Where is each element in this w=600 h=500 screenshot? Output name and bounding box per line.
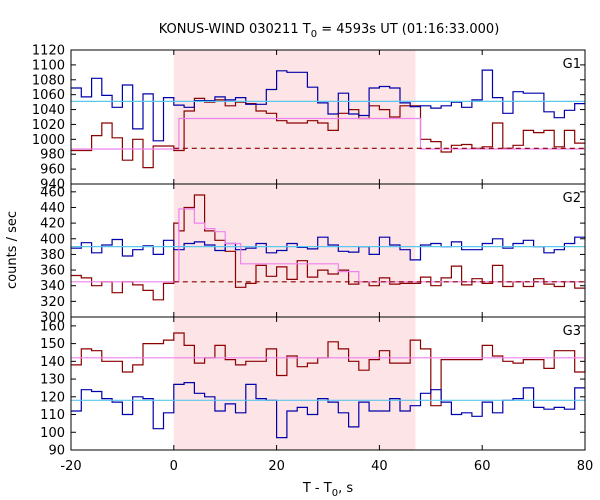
y-tick-label: 320: [40, 295, 65, 310]
y-tick-label: 460: [40, 185, 65, 200]
y-tick-label: 110: [40, 408, 65, 423]
panel-frame: [70, 316, 586, 451]
shaded-interval: [173, 317, 416, 450]
series-pink-step-3: [71, 117, 585, 150]
x-tick-label: 60: [474, 459, 491, 474]
series-group: [71, 194, 586, 301]
shaded-interval: [173, 50, 416, 184]
y-tick-label: 100: [40, 426, 65, 441]
y-tick-label: 160: [40, 319, 65, 334]
y-tick-label: 1040: [32, 103, 65, 118]
y-tick-label: 150: [40, 337, 65, 352]
panels: 9409609801000102010401060108011001120G13…: [32, 44, 593, 475]
y-tick-label: 90: [48, 444, 65, 459]
x-tick-label: -20: [60, 459, 81, 474]
y-tick-label: 1020: [32, 118, 65, 133]
y-tick-label: 340: [40, 279, 65, 294]
x-tick-labels: -20 0 20 40 60 80: [60, 459, 593, 474]
x-axis-label-rest: , s: [338, 481, 353, 496]
panel-label: G2: [563, 191, 581, 206]
y-tick-label: 420: [40, 217, 65, 232]
y-tick-label: 940: [40, 178, 65, 193]
y-tick-label: 1060: [32, 88, 65, 103]
y-tick-label: 380: [40, 248, 65, 263]
series-blue-step-1: [71, 382, 585, 439]
y-tick-label: 360: [40, 264, 65, 279]
y-tick-label: 1100: [32, 58, 65, 73]
y-tick-label: 1120: [32, 44, 65, 59]
x-tick-label: 40: [371, 459, 388, 474]
y-tick-label: 1000: [32, 133, 65, 148]
chart-title-subscript: 0: [311, 29, 317, 40]
svg-text:T - T0, s: T - T0, s: [302, 481, 353, 499]
x-tick-label: 20: [268, 459, 285, 474]
y-tick-label: 130: [40, 373, 65, 388]
series-group: [71, 332, 586, 439]
panel-label: G3: [563, 324, 581, 339]
y-tick-label: 140: [40, 355, 65, 370]
x-tick-label: 80: [577, 459, 594, 474]
chart-title: KONUS-WIND 030211 T0 = 4593s UT (01:16:3…: [159, 22, 500, 40]
y-tick-label: 400: [40, 232, 65, 247]
y-tick-label: 980: [40, 148, 65, 163]
y-axis-label-text: counts / sec: [5, 211, 20, 289]
y-tick-label: 440: [40, 201, 65, 216]
panel-g3: 90 100 110 120 130 140 150 160 G3: [40, 316, 586, 459]
y-axis-label: counts / sec: [5, 211, 20, 289]
series-group: [71, 69, 585, 169]
series-pink-step-3: [71, 208, 585, 283]
y-tick-label: 300: [40, 311, 65, 326]
series-blue-step-1: [71, 69, 585, 142]
panel-label: G1: [563, 57, 581, 72]
shaded-interval: [173, 184, 416, 317]
chart-title-main: KONUS-WIND 030211 T: [159, 22, 311, 37]
series-blue-step-1: [71, 236, 586, 261]
y-ticks: 90 100 110 120 130 140 150 160: [40, 319, 585, 459]
y-tick-label: 1080: [32, 73, 65, 88]
x-axis-label-subscript: 0: [332, 488, 338, 499]
series-red-step-0: [71, 97, 585, 169]
series-red-step-0: [71, 194, 585, 301]
y-tick-label: 120: [40, 390, 65, 405]
y-tick-label: 960: [40, 163, 65, 178]
x-tick-label: 0: [170, 459, 178, 474]
x-axis-label-main: T - T: [302, 481, 332, 496]
svg-text:KONUS-WIND 030211 T0 = 4593s U: KONUS-WIND 030211 T0 = 4593s UT (01:16:3…: [159, 22, 500, 40]
chart-title-rest: = 4593s UT (01:16:33.000): [317, 22, 499, 37]
x-axis-label: T - T0, s: [302, 481, 353, 499]
